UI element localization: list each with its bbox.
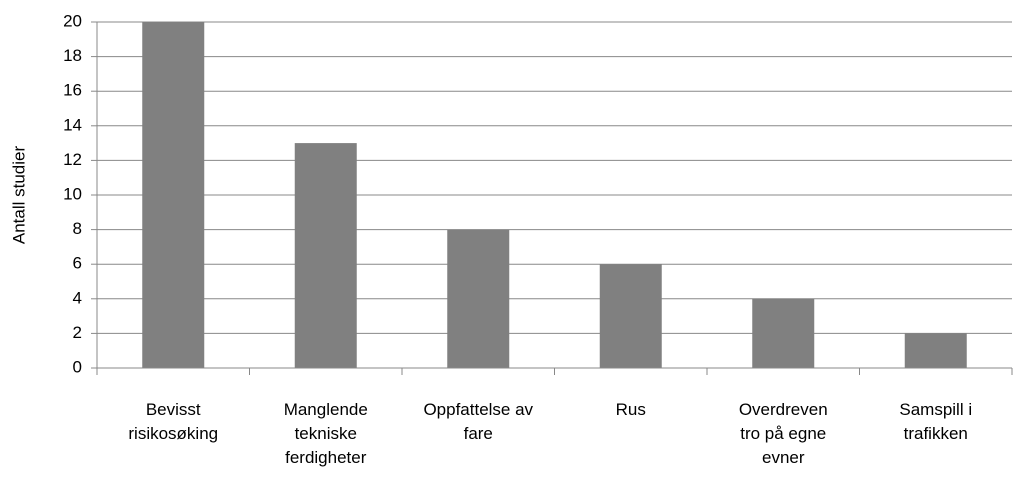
y-tick-label: 16	[63, 81, 82, 100]
y-tick-label: 8	[73, 219, 82, 238]
y-tick-label: 4	[73, 288, 82, 307]
bar	[752, 298, 815, 368]
y-tick-label: 14	[63, 115, 82, 134]
y-tick-label: 12	[63, 150, 82, 169]
x-tick-label: Oppfattelse av fare	[423, 400, 534, 443]
bar	[599, 264, 662, 368]
bar	[142, 22, 205, 368]
x-tick-label: Overdreven tro på egne evner	[738, 400, 828, 467]
y-tick-label: 0	[73, 357, 82, 376]
y-tick-label: 6	[73, 254, 82, 273]
x-tick-label: Bevisst risikosøking	[128, 400, 219, 443]
x-tick-label: Samspill i trafikken	[899, 400, 973, 443]
y-tick-label: 20	[63, 11, 82, 30]
y-axis-title: Antall studier	[9, 146, 28, 245]
x-tick-label: Manglende tekniske ferdigheter	[283, 400, 368, 467]
y-tick-label: 2	[73, 323, 82, 342]
x-tick-label: Rus	[615, 400, 646, 419]
y-tick-label: 18	[63, 46, 82, 65]
bar	[294, 143, 357, 368]
bar	[447, 229, 510, 368]
y-tick-label: 10	[63, 184, 82, 203]
bar	[904, 333, 967, 368]
